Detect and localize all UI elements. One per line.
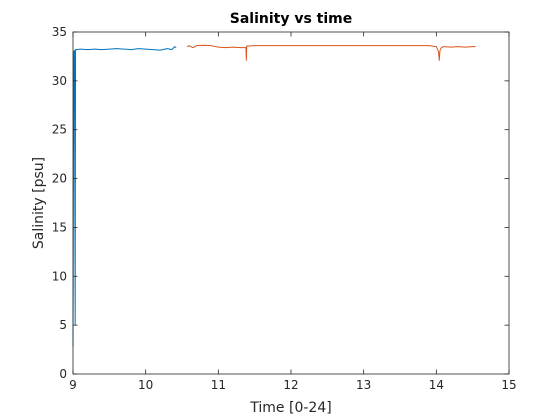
x-tick-label: 9 [69,378,77,392]
x-axis-label: Time [0-24] [249,400,331,416]
series-line-1 [72,46,177,347]
y-tick-label: 25 [52,123,67,137]
y-tick-label: 20 [52,172,67,186]
x-tick-label: 12 [283,378,298,392]
y-tick-label: 30 [52,74,67,88]
y-axis-label: Salinity [psu] [31,157,47,249]
x-tick-label: 15 [501,378,516,392]
axes-box [72,31,510,375]
series-layer [72,44,476,347]
chart-title: Salinity vs time [230,11,353,27]
x-tick-label: 10 [138,378,153,392]
x-tick-label: 11 [211,378,226,392]
x-tick-label: 14 [429,378,444,392]
y-tick-label: 10 [52,269,67,283]
ticks-layer: 9 10 11 12 13 14 15 0 5 10 15 20 25 30 35 [52,25,517,392]
plot-area [73,32,509,374]
y-tick-label: 15 [52,220,67,234]
series-line-2 [186,44,476,61]
x-tick-label: 13 [356,378,371,392]
y-tick-label: 0 [59,367,67,381]
y-tick-label: 5 [59,318,67,332]
y-tick-label: 35 [52,25,67,39]
